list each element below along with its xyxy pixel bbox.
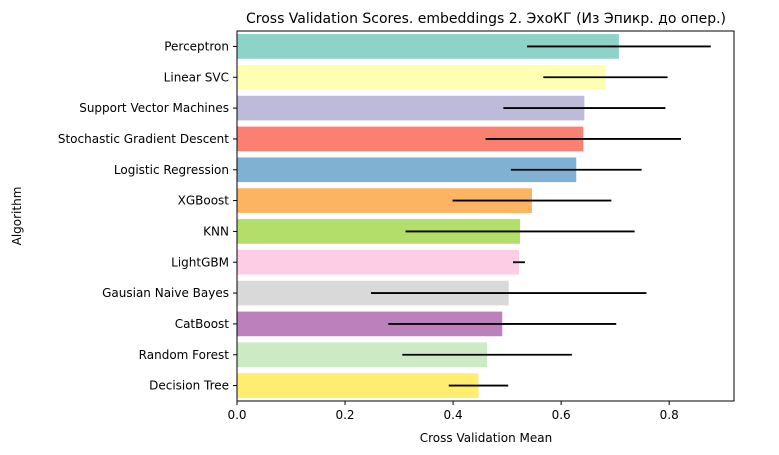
x-tick-label: 0.2 xyxy=(335,408,354,422)
bars-layer xyxy=(237,34,619,398)
y-tick-label: Perceptron xyxy=(164,39,229,53)
x-tick-label: 0.4 xyxy=(444,408,463,422)
x-tick-label: 0.6 xyxy=(552,408,571,422)
y-tick-label: LightGBM xyxy=(171,255,229,269)
y-tick-label: Random Forest xyxy=(139,348,230,362)
x-tick-label: 0.0 xyxy=(227,408,246,422)
y-tick-label: KNN xyxy=(203,224,229,238)
y-tick-label: XGBoost xyxy=(178,194,230,208)
y-axis-title: Algorithm xyxy=(10,187,24,246)
y-tick-label: Support Vector Machines xyxy=(79,101,229,115)
plot-frame xyxy=(236,30,735,402)
y-axis: Perceptron Linear SVC Support Vector Machi… xyxy=(58,39,237,393)
y-tick-label: Linear SVC xyxy=(164,70,229,84)
y-tick-label: Logistic Regression xyxy=(114,163,229,177)
x-axis-title: Cross Validation Mean xyxy=(420,431,552,445)
chart-title: Cross Validation Scores. embeddings 2. Э… xyxy=(246,11,726,27)
y-tick-label: Gausian Naive Bayes xyxy=(102,286,229,300)
y-tick-label: Stochastic Gradient Descent xyxy=(58,132,229,146)
y-tick-label: Decision Tree xyxy=(149,379,229,393)
error-bars-layer xyxy=(370,45,711,387)
bar xyxy=(237,249,519,275)
bar xyxy=(237,373,479,398)
y-tick-label: CatBoost xyxy=(175,317,230,331)
x-axis: 0.0 0.2 0.4 0.6 0.8 xyxy=(227,401,679,422)
x-tick-label: 0.8 xyxy=(660,408,679,422)
